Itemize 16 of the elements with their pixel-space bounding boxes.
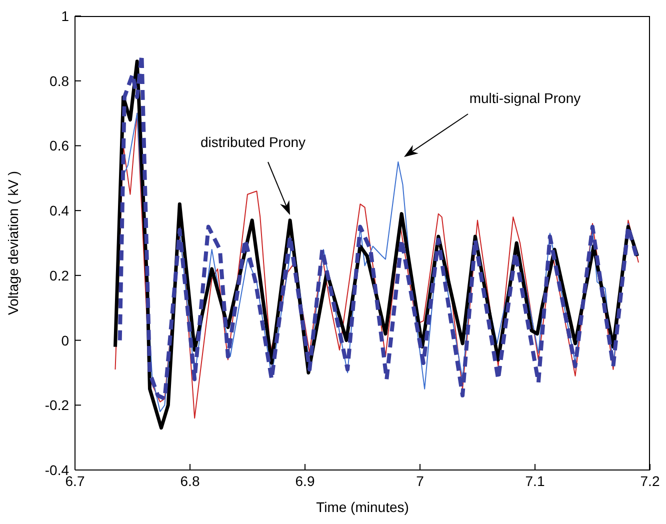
x-tick-label: 7 — [416, 472, 424, 489]
y-axis-title: Voltage deviation ( kV ) — [4, 171, 21, 315]
x-tick-label: 7.2 — [640, 472, 660, 489]
x-tick-label: 6.9 — [295, 472, 315, 489]
annotation: multi-signal Prony — [469, 90, 581, 106]
y-tick-label: 0 — [61, 332, 70, 348]
x-tick-label: 6.8 — [180, 472, 200, 489]
annotation: distributed Prony — [200, 134, 306, 150]
y-tick-label: 0.4 — [50, 202, 70, 219]
y-tick-label: 0.2 — [50, 267, 70, 284]
x-axis-title: Time (minutes) — [316, 499, 409, 515]
x-tick-label: 7.1 — [525, 472, 545, 489]
y-tick-label: 0.6 — [50, 138, 70, 154]
y-tick-label: 0.8 — [50, 72, 70, 89]
y-tick-label: -0.2 — [44, 397, 70, 414]
y-tick-label: 1 — [61, 8, 70, 24]
